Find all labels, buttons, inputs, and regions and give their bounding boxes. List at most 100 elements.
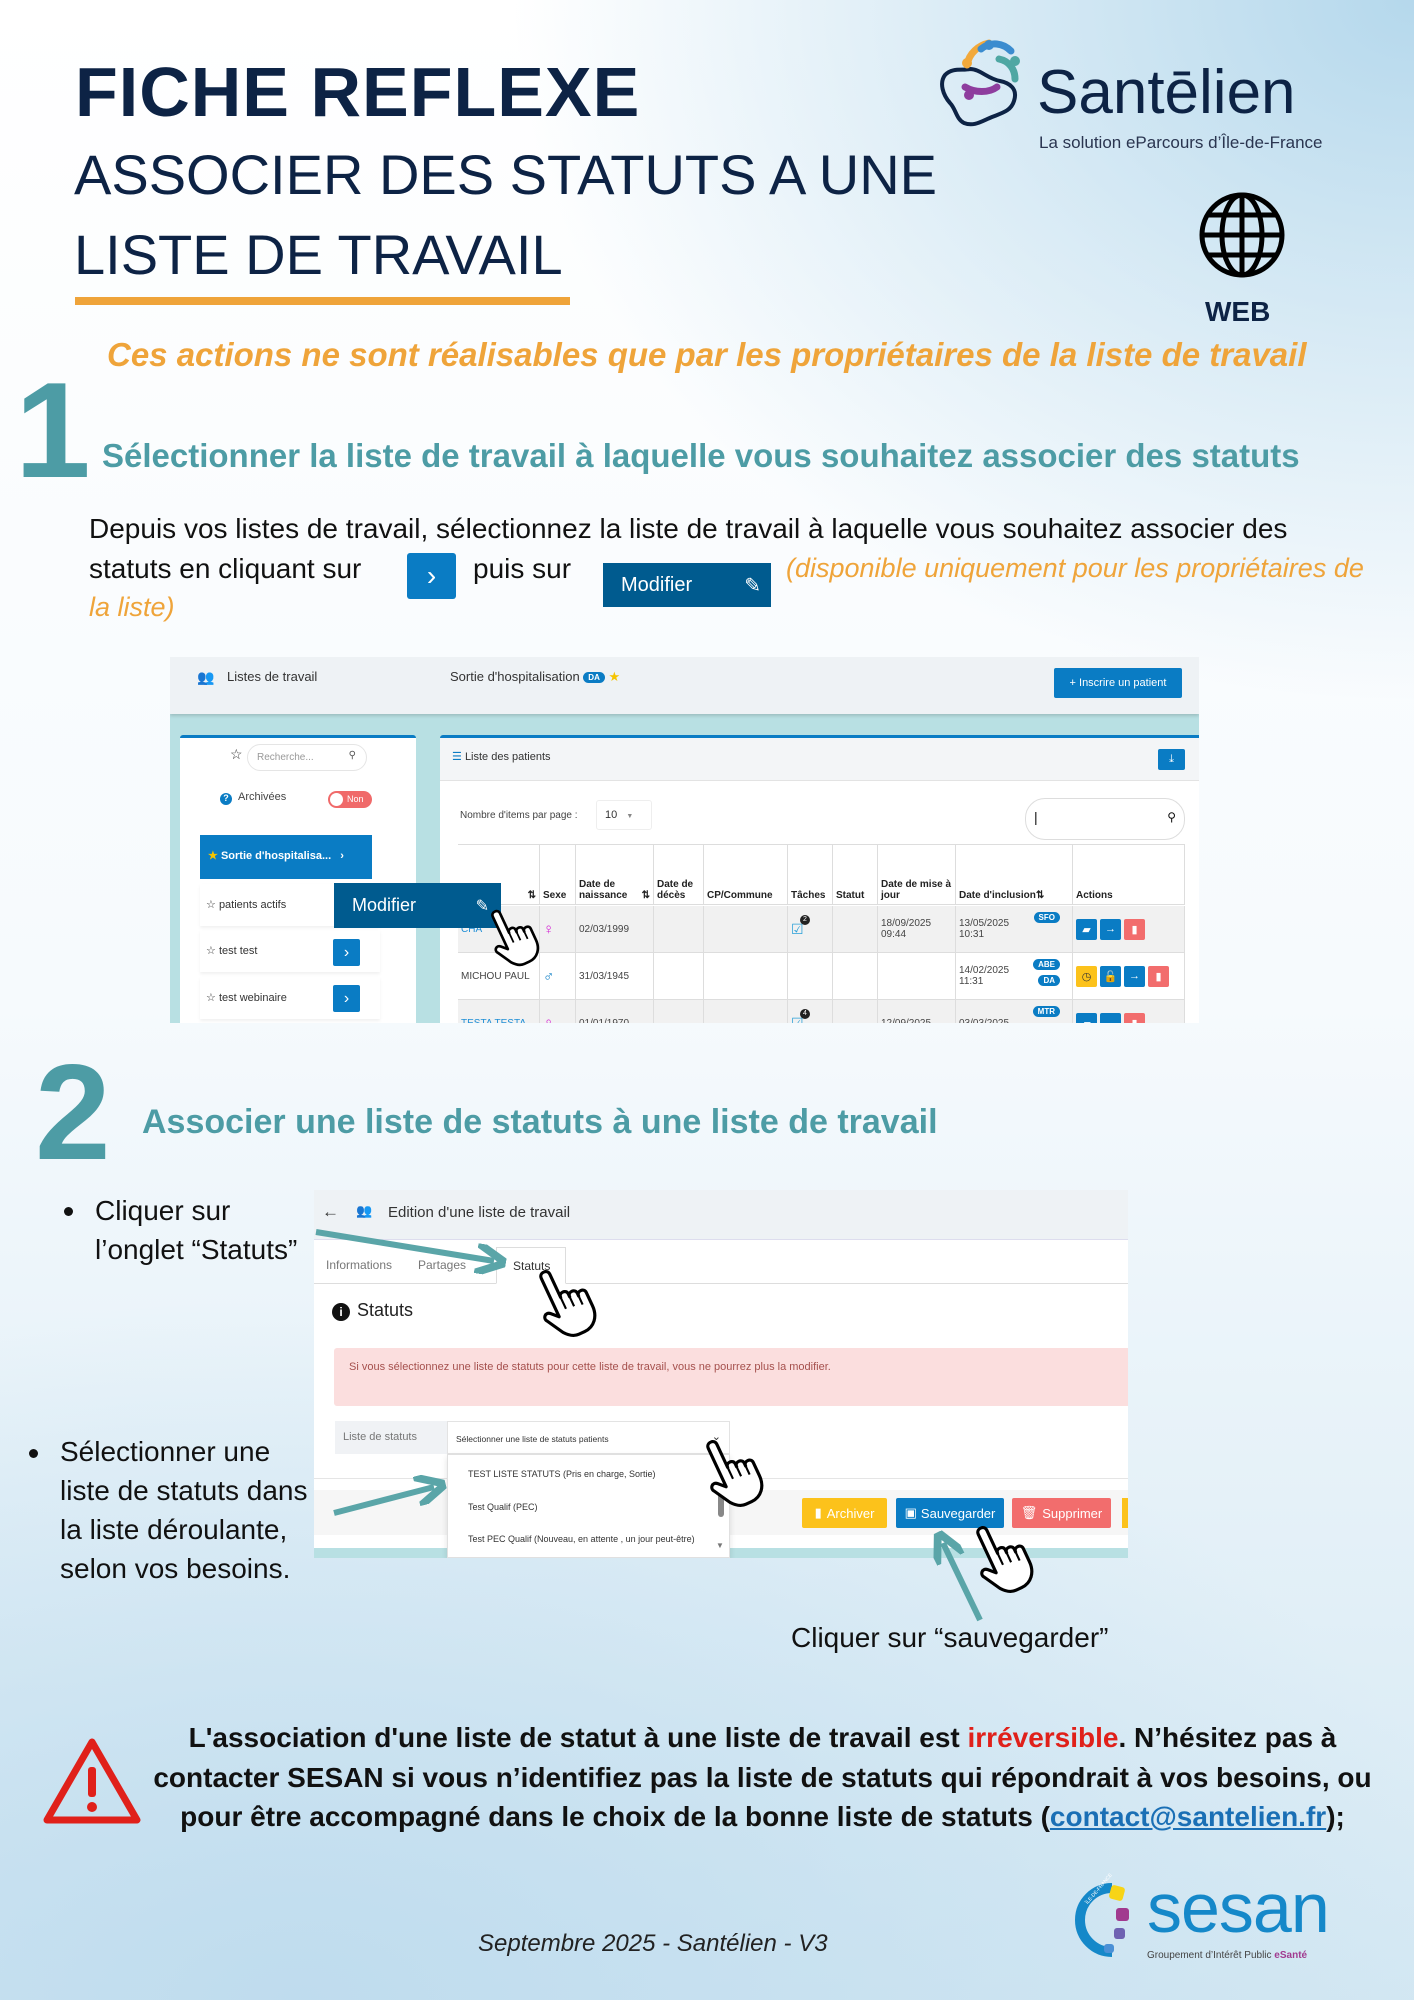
modifier-button-example[interactable]: Modifier ✎: [603, 563, 771, 607]
patient-name[interactable]: TESTA TESTA: [461, 1017, 527, 1024]
column-header-label: Date de naissance: [579, 879, 628, 901]
tasks-icon[interactable]: ☑ 4: [791, 1008, 829, 1023]
birth-date: 02/03/1999: [579, 923, 630, 935]
transfer-button[interactable]: →: [1100, 1012, 1121, 1023]
help-icon: ?: [220, 793, 232, 805]
delete-button[interactable]: ▮: [1124, 918, 1145, 940]
column-header[interactable]: Date d'inclusion ⇅: [956, 844, 1073, 905]
trash-icon: 🗑: [1020, 1505, 1038, 1520]
step-1-note-a: (disponible uniquement pour les propriét…: [786, 553, 1364, 583]
dropdown-option[interactable]: TEST LISTE STATUTS (Pris en charge, Sort…: [468, 1469, 656, 1479]
dropdown-option[interactable]: Test Qualif (PEC): [468, 1502, 538, 1512]
worklist-item[interactable]: ☆ test test: [200, 930, 380, 972]
document-subtitle-line2: LISTE DE TRAVAIL: [74, 223, 563, 286]
delete-button[interactable]: 🗑 Supprimer: [1012, 1498, 1111, 1528]
worklist-item[interactable]: ☆ test webinaire: [200, 977, 380, 1019]
open-list-button[interactable]: ›: [333, 939, 360, 966]
open-list-chevron-button[interactable]: ›: [407, 553, 456, 599]
status-cell: [833, 953, 878, 1000]
patient-name-cell[interactable]: TESTA TESTA: [458, 1000, 540, 1023]
column-header-label: Date d'inclusion: [959, 890, 1036, 901]
clock-button[interactable]: ◷: [1076, 965, 1097, 987]
title-underline: [75, 297, 570, 305]
birth-date-cell: 31/03/1945: [576, 953, 654, 1000]
items-per-page-select[interactable]: 10 ▼: [596, 800, 652, 830]
unlock-button[interactable]: 🔓: [1100, 965, 1121, 987]
step-1-number: 1: [15, 354, 91, 506]
worklists-screenshot: 👥 Listes de travail Sortie d'hospitalisa…: [170, 657, 1199, 1023]
search-icon: ⚲: [1167, 810, 1176, 824]
contact-email-link[interactable]: contact@santelien.fr: [1049, 1801, 1327, 1832]
tab-informations[interactable]: Informations: [326, 1258, 393, 1272]
owner-notice: Ces actions ne sont réalisables que par …: [107, 336, 1307, 373]
sesan-logo-mark-icon: [1075, 1883, 1129, 1957]
list-icon: ☰: [452, 751, 462, 763]
save-caption: Cliquer sur “sauvegarder”: [791, 1622, 1109, 1653]
status-list-select[interactable]: Sélectionner une liste de statuts patien…: [447, 1421, 730, 1454]
save-button-label: Sauvegarder: [920, 1505, 996, 1521]
tab-partages[interactable]: Partages: [418, 1258, 467, 1272]
table-search-input[interactable]: | ⚲: [1025, 798, 1185, 840]
back-arrow-icon[interactable]: ←: [322, 1202, 339, 1221]
delete-button-label: Supprimer: [1042, 1505, 1103, 1521]
folder-button[interactable]: ▰: [1076, 918, 1097, 940]
transfer-button[interactable]: →: [1124, 965, 1145, 987]
inclusion-date: 14/02/2025: [959, 965, 1010, 976]
step-1-text-line2a: statuts en cliquant sur: [89, 553, 362, 584]
updated-date: 18/09/2025: [881, 918, 932, 929]
column-header-label: Statut: [836, 890, 865, 901]
document-title: FICHE REFLEXE: [75, 53, 641, 131]
warning-triangle-icon: [43, 1738, 141, 1824]
save-button[interactable]: ▣ Sauvegarder: [896, 1498, 1004, 1528]
download-button[interactable]: ⤓: [1158, 749, 1185, 770]
death-date-cell: [654, 906, 704, 953]
patient-name[interactable]: MICHOU PAUL: [461, 970, 530, 982]
step-1-note-b: la liste): [89, 592, 175, 622]
delete-button[interactable]: ▮: [1124, 1012, 1145, 1023]
edit-title: Edition d'une liste de travail: [388, 1204, 571, 1221]
archive-button[interactable]: ▮ Archiver: [802, 1498, 887, 1528]
search-icon: ⚲: [348, 750, 356, 761]
modifier-popup-button[interactable]: Modifier ✎: [334, 883, 501, 928]
updated-cell: 18/09/2025 09:44: [878, 906, 956, 953]
inclusion-date: 13/05/2025: [959, 918, 1010, 929]
patient-name-cell[interactable]: MICHOU PAUL: [458, 953, 540, 1000]
worklist-item[interactable]: ☆ patients actifs: [200, 884, 380, 926]
dropdown-option[interactable]: Test PEC Qualif (Nouveau, en attente , u…: [468, 1534, 695, 1544]
worklist-item-selected[interactable]: ★ Sortie d'hospitalisa... ›: [200, 835, 372, 879]
worklist-search-input[interactable]: Recherche... ⚲: [247, 744, 367, 771]
register-patient-button[interactable]: + Inscrire un patient: [1054, 668, 1182, 698]
info-icon: i: [332, 1303, 350, 1321]
column-header: CP/Commune: [704, 844, 788, 905]
modifier-label: Modifier: [352, 895, 417, 915]
document-subtitle-line1: ASSOCIER DES STATUTS A UNE: [74, 143, 937, 206]
status-badge: SFO: [1033, 912, 1060, 923]
folder-button[interactable]: ▰: [1076, 1012, 1097, 1023]
transfer-button[interactable]: →: [1100, 918, 1121, 940]
favorite-star-icon[interactable]: ★: [608, 669, 621, 684]
table-search-value: |: [1034, 809, 1038, 825]
updated-time: 09:44: [881, 929, 907, 940]
archived-toggle[interactable]: Non: [328, 791, 372, 808]
column-header[interactable]: Statut: [833, 844, 878, 905]
birth-date: 01/01/1970: [579, 1017, 630, 1024]
sex-icon: ♀: [543, 920, 555, 938]
patient-name[interactable]: CHA: [461, 923, 483, 935]
inclusion-cell: 14/02/2025 11:31 ABE DA: [956, 953, 1073, 1000]
status-cell: [833, 906, 878, 953]
birth-date-cell: 01/01/1970: [576, 1000, 654, 1023]
column-header[interactable]: Date de naissance ⇅: [576, 844, 654, 905]
tasks-icon[interactable]: ☑ 2: [791, 914, 829, 938]
santelien-logo-mark-icon: [940, 39, 1020, 127]
dropdown-scrollbar[interactable]: [718, 1485, 724, 1517]
sesan-tagline-b: eSanté: [1274, 1950, 1308, 1961]
archive-icon: ▮: [814, 1505, 822, 1520]
star-filter-icon[interactable]: ☆: [230, 746, 243, 762]
patients-table-rows: CHA ♀ 02/03/1999 ☑ 2 18/09/2025 09:44 13/05/202…: [458, 906, 1185, 1023]
sex-icon: ♂: [543, 967, 555, 985]
scroll-down-icon[interactable]: ▼: [716, 1541, 724, 1550]
delete-button[interactable]: ▮: [1148, 965, 1169, 987]
tasks-count: 4: [800, 1008, 810, 1019]
open-list-button[interactable]: ›: [333, 985, 360, 1012]
tab-statuts-label: Statuts: [513, 1259, 551, 1273]
